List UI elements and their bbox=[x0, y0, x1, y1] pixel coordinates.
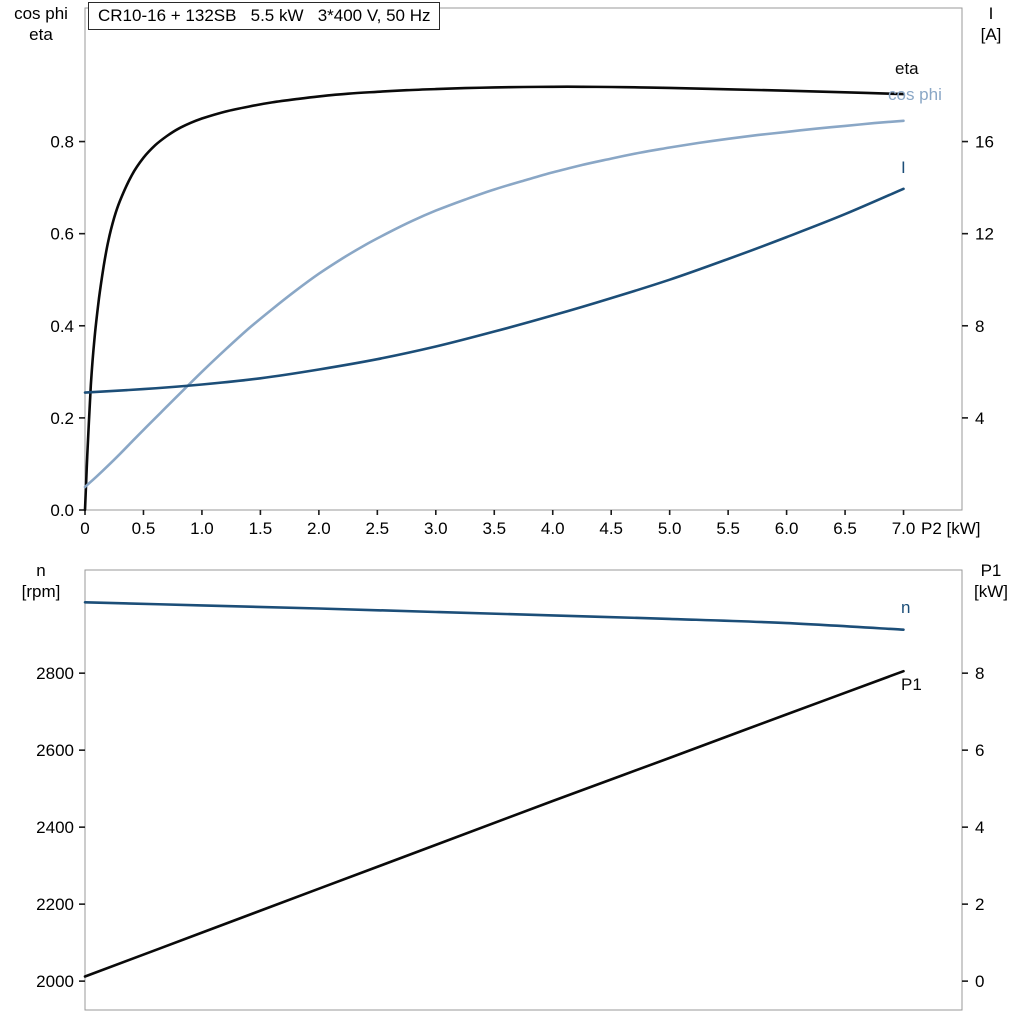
right-tick-label: 8 bbox=[975, 664, 984, 683]
right-tick-label: 4 bbox=[975, 409, 984, 428]
x-tick-label: 4.0 bbox=[541, 519, 565, 538]
left-tick-label: 0.6 bbox=[50, 225, 74, 244]
current-curve bbox=[83, 187, 905, 394]
cos-phi-curve-label: cos phi bbox=[888, 85, 942, 104]
electrical-chart-canvas: 0.0 0.2 0.4 0.6 0.8 4 8 12 16 0 0.5 1.0 1.5 2.0 2.5 3.0… bbox=[50, 7, 994, 538]
right-tick-label: 8 bbox=[975, 317, 984, 336]
speed-power-chart: 2000 2200 2400 2600 2800 0 2 4 6 8 n [rpm] P1 [kW… bbox=[0, 552, 1024, 1024]
bottom-left-axis-title: n [rpm] bbox=[2, 560, 80, 602]
left-tick-label: 0.4 bbox=[50, 317, 74, 336]
axis-title-speed: n bbox=[36, 561, 46, 580]
current-curve-label: I bbox=[901, 158, 906, 177]
axis-title-current-unit: [A] bbox=[980, 25, 1002, 44]
left-tick-label: 2600 bbox=[36, 741, 74, 760]
electrical-performance-chart: 0.0 0.2 0.4 0.6 0.8 4 8 12 16 0 0.5 1.0 1.5 2.0 2.5 3.0… bbox=[2, 2, 1018, 538]
eta-curve bbox=[83, 85, 905, 512]
x-tick-label: 2.5 bbox=[366, 519, 390, 538]
x-tick-label: 1.0 bbox=[190, 519, 214, 538]
x-tick-label: 6.0 bbox=[775, 519, 799, 538]
left-tick-label: 0.2 bbox=[50, 409, 74, 428]
top-right-axis-title: I [A] bbox=[964, 3, 1018, 45]
left-tick-label: 0.8 bbox=[50, 133, 74, 152]
right-tick-label: 2 bbox=[975, 895, 984, 914]
axis-title-p1-unit: [kW] bbox=[974, 582, 1008, 601]
x-tick-label: 7.0 bbox=[892, 519, 916, 538]
right-tick-label: 16 bbox=[975, 133, 994, 152]
axis-title-speed-unit: [rpm] bbox=[21, 582, 61, 601]
x-tick-label: 5.5 bbox=[716, 519, 740, 538]
axis-title-current: I bbox=[988, 4, 994, 23]
x-tick-label: 3.5 bbox=[482, 519, 506, 538]
speed-curve-label: n bbox=[901, 598, 911, 617]
axis-title-cos-phi: cos phi bbox=[14, 4, 68, 23]
plot-frame bbox=[84, 7, 963, 511]
bottom-right-axis-title: P1 [kW] bbox=[964, 560, 1018, 602]
left-tick-label: 2200 bbox=[36, 895, 74, 914]
x-tick-label: 5.0 bbox=[658, 519, 682, 538]
x-tick-label: 0.5 bbox=[132, 519, 156, 538]
cos_phi-curve bbox=[83, 119, 905, 489]
plot-frame bbox=[84, 569, 963, 1011]
x-axis-unit-label: P2 [kW] bbox=[921, 519, 981, 538]
left-tick-label: 2000 bbox=[36, 972, 74, 991]
top-left-axis-title: cos phi eta bbox=[2, 3, 80, 45]
x-tick-label: 4.5 bbox=[599, 519, 623, 538]
axis-title-p1: P1 bbox=[980, 561, 1002, 580]
left-tick-label: 0.0 bbox=[50, 501, 74, 520]
x-tick-label: 6.5 bbox=[833, 519, 857, 538]
x-tick-label: 2.0 bbox=[307, 519, 331, 538]
right-tick-label: 4 bbox=[975, 818, 984, 837]
left-tick-label: 2400 bbox=[36, 818, 74, 837]
p1-curve-label: P1 bbox=[901, 675, 922, 694]
n-curve bbox=[83, 601, 905, 631]
x-tick-label: 0 bbox=[80, 519, 89, 538]
left-tick-label: 2800 bbox=[36, 664, 74, 683]
p1-curve bbox=[83, 669, 905, 978]
axis-title-eta: eta bbox=[29, 25, 53, 44]
right-tick-label: 12 bbox=[975, 225, 994, 244]
eta-curve-label: eta bbox=[895, 59, 919, 78]
right-tick-label: 6 bbox=[975, 741, 984, 760]
x-tick-label: 1.5 bbox=[249, 519, 273, 538]
chart-title-box: CR10-16 + 132SB 5.5 kW 3*400 V, 50 Hz bbox=[88, 2, 441, 30]
x-tick-label: 3.0 bbox=[424, 519, 448, 538]
speed-power-chart-canvas: 2000 2200 2400 2600 2800 0 2 4 6 8 bbox=[36, 569, 984, 1011]
right-tick-label: 0 bbox=[975, 972, 984, 991]
